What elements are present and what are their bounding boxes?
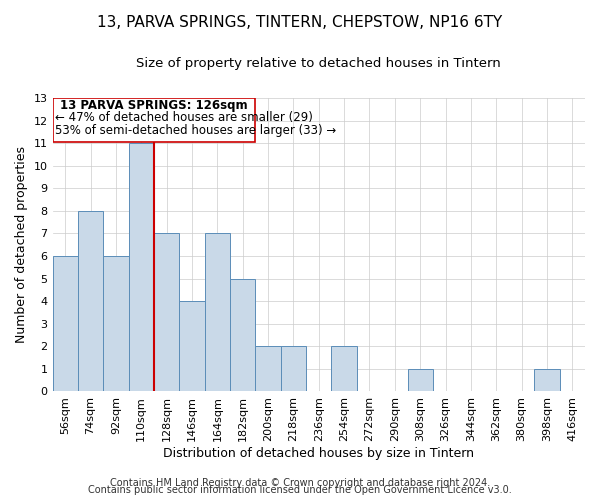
Bar [230, 278, 256, 392]
Bar [179, 301, 205, 392]
Bar [534, 369, 560, 392]
Y-axis label: Number of detached properties: Number of detached properties [15, 146, 28, 344]
Bar [128, 143, 154, 392]
Text: ← 47% of detached houses are smaller (29): ← 47% of detached houses are smaller (29… [55, 110, 313, 124]
Text: Contains public sector information licensed under the Open Government Licence v3: Contains public sector information licen… [88, 485, 512, 495]
Text: 13 PARVA SPRINGS: 126sqm: 13 PARVA SPRINGS: 126sqm [60, 100, 248, 112]
Bar [407, 369, 433, 392]
Bar [331, 346, 357, 392]
Bar [205, 234, 230, 392]
Title: Size of property relative to detached houses in Tintern: Size of property relative to detached ho… [136, 58, 501, 70]
FancyBboxPatch shape [53, 98, 256, 142]
Text: 53% of semi-detached houses are larger (33) →: 53% of semi-detached houses are larger (… [55, 124, 337, 138]
Bar [103, 256, 128, 392]
Text: Contains HM Land Registry data © Crown copyright and database right 2024.: Contains HM Land Registry data © Crown c… [110, 478, 490, 488]
Bar [281, 346, 306, 392]
Text: 13, PARVA SPRINGS, TINTERN, CHEPSTOW, NP16 6TY: 13, PARVA SPRINGS, TINTERN, CHEPSTOW, NP… [97, 15, 503, 30]
Bar [256, 346, 281, 392]
X-axis label: Distribution of detached houses by size in Tintern: Distribution of detached houses by size … [163, 447, 474, 460]
Bar [53, 256, 78, 392]
Bar [78, 211, 103, 392]
Bar [154, 234, 179, 392]
